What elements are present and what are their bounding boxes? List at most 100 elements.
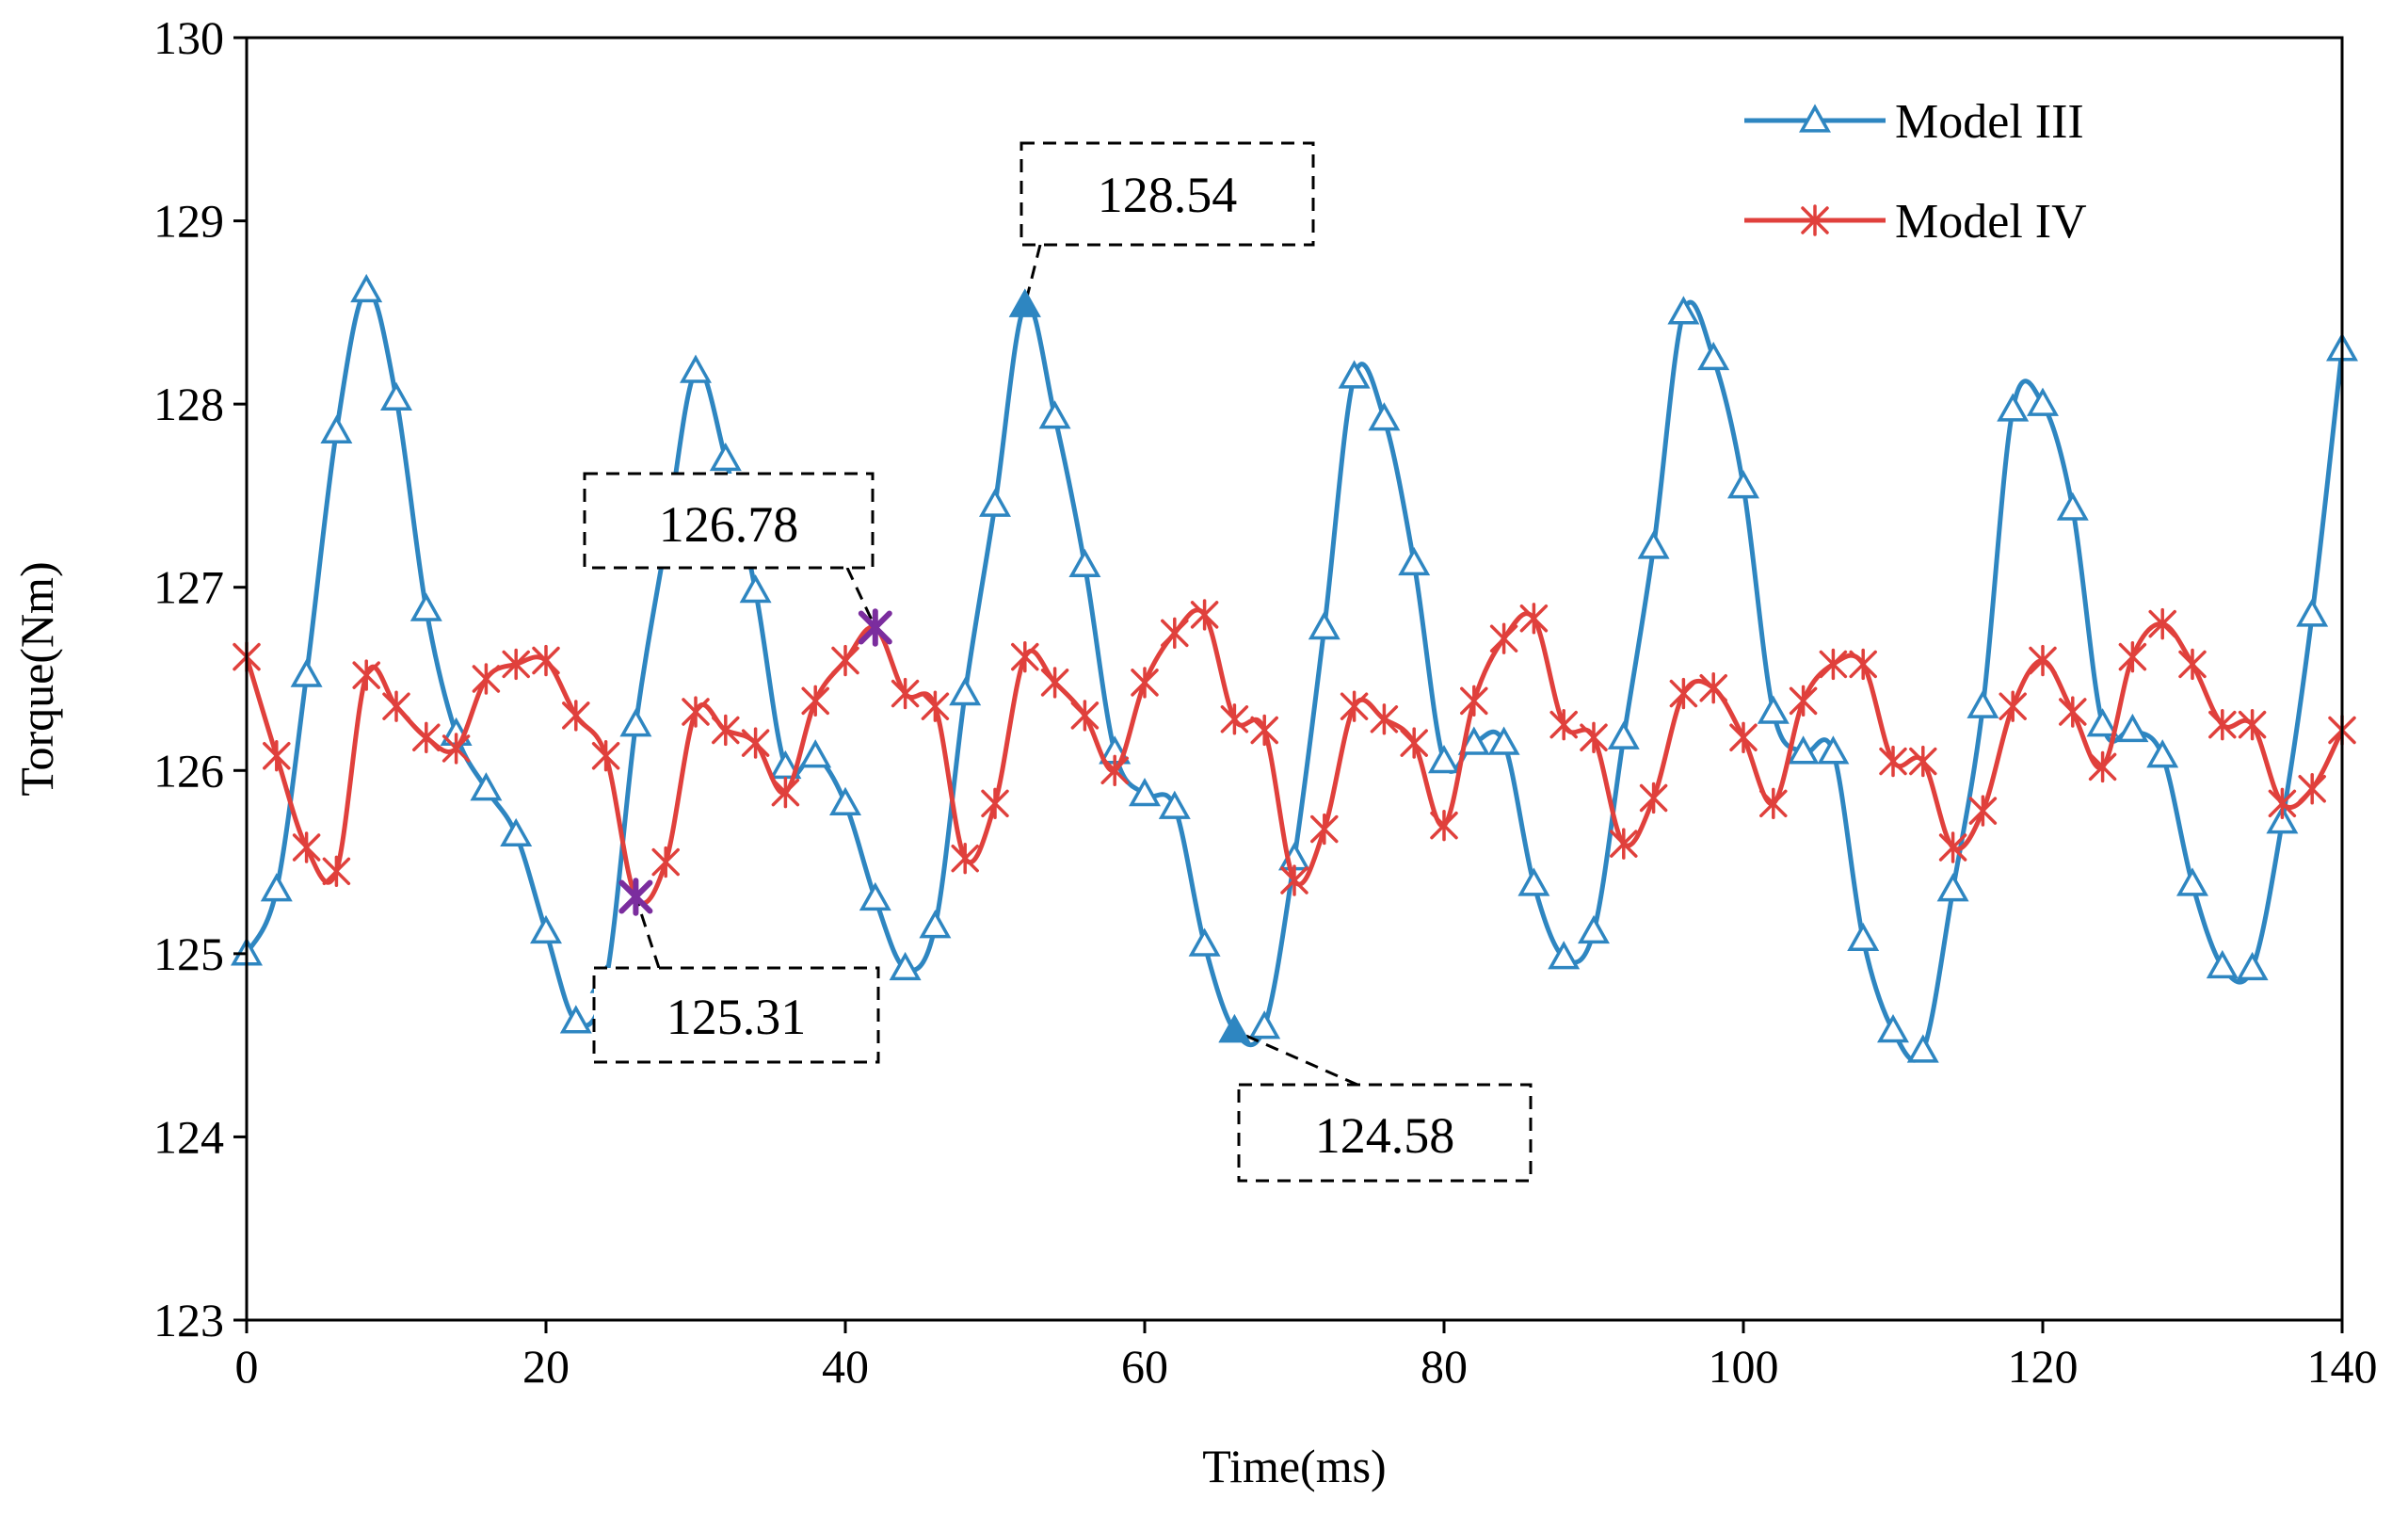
callout-label: 124.58 xyxy=(1315,1107,1455,1164)
data-point-model-iv xyxy=(382,690,410,722)
data-point-model-iv xyxy=(1519,603,1549,635)
data-point-model-iii xyxy=(1158,790,1191,819)
x-tick-label: 40 xyxy=(822,1340,869,1393)
highlighted-point xyxy=(858,608,892,647)
data-point-model-iv xyxy=(1430,809,1458,842)
callout-box xyxy=(1237,1083,1533,1183)
data-point-model-iv xyxy=(2148,607,2176,640)
data-point-model-iii xyxy=(1038,400,1071,429)
data-point-model-iii xyxy=(1936,873,1969,902)
data-point-model-iv xyxy=(1250,714,1278,747)
data-point-model-iv xyxy=(1400,727,1428,759)
data-point-model-iii xyxy=(559,1005,592,1034)
data-point-model-iv xyxy=(1161,617,1189,650)
data-point-model-iv xyxy=(1729,721,1758,753)
data-point-model-iv xyxy=(1340,690,1369,722)
x-tick-label: 60 xyxy=(1121,1340,1168,1393)
data-point-model-iii xyxy=(500,817,533,847)
data-point-model-iii xyxy=(470,772,503,801)
data-point-model-iv xyxy=(712,714,740,747)
data-point-model-iii xyxy=(1517,867,1550,896)
highlighted-point xyxy=(1218,1014,1251,1043)
data-point-model-iv xyxy=(651,846,680,878)
data-point-model-iv xyxy=(2208,708,2237,741)
data-point-model-iv xyxy=(1549,708,1578,741)
data-point-model-iv xyxy=(1759,787,1788,820)
data-point-model-iv xyxy=(2118,640,2147,673)
data-point-model-iv xyxy=(1100,754,1129,786)
data-point-model-iv xyxy=(2059,696,2087,728)
highlighted-point xyxy=(1008,288,1041,317)
data-point-model-iii xyxy=(739,574,772,604)
data-point-model-iv xyxy=(502,648,530,681)
data-point-model-iii xyxy=(1697,341,1730,371)
highlighted-point xyxy=(618,878,653,916)
callout-label: 128.54 xyxy=(1098,167,1238,223)
data-point-model-iv xyxy=(591,740,620,772)
legend-triangle-icon xyxy=(1799,104,1831,133)
callout-box xyxy=(583,472,875,570)
data-point-model-iii xyxy=(1578,914,1610,944)
y-tick-label: 130 xyxy=(153,11,224,64)
data-point-model-iv xyxy=(1370,703,1399,735)
axis-ticks: 123 124 125 126 127 128 129 130 0 20 40 60 80 100 120 1… xyxy=(153,11,2378,1393)
data-point-model-iv xyxy=(2298,773,2326,805)
data-point-model-iii xyxy=(1248,1010,1281,1040)
data-point-model-iii xyxy=(260,873,293,902)
callout-label: 125.31 xyxy=(666,989,807,1045)
data-point-model-iii xyxy=(1607,720,1640,749)
data-point-model-iii xyxy=(2116,713,2149,743)
data-point-model-iv xyxy=(352,659,380,691)
data-point-model-iv xyxy=(981,787,1009,820)
series-layer xyxy=(231,273,2358,1063)
data-point-model-iii xyxy=(680,354,712,383)
data-point-model-iii xyxy=(1398,546,1431,576)
data-point-model-iv xyxy=(1070,700,1100,732)
data-point-model-iii xyxy=(1637,530,1670,559)
data-point-model-iii xyxy=(1457,726,1490,755)
data-point-model-iii xyxy=(1787,735,1820,765)
data-point-model-iii xyxy=(1188,927,1221,957)
plot-area-frame xyxy=(245,36,2344,1322)
data-point-model-iv xyxy=(1220,703,1249,735)
x-tick-label: 20 xyxy=(522,1340,570,1393)
legend-marker-star xyxy=(1801,204,1829,236)
callout-125-31: 125.31 xyxy=(592,878,880,1064)
data-point-model-iii xyxy=(2296,598,2329,627)
data-point-model-iv xyxy=(1190,599,1219,631)
x-tick-label: 80 xyxy=(1421,1340,1468,1393)
data-point-model-iii xyxy=(290,658,323,687)
data-point-model-iv xyxy=(1310,813,1339,846)
y-tick-label: 124 xyxy=(153,1110,224,1163)
data-point-model-iii xyxy=(409,592,442,621)
legend-marker-triangle xyxy=(1799,104,1831,133)
data-point-model-iv xyxy=(1489,622,1518,654)
data-point-model-iv xyxy=(441,733,471,765)
series-line-model-iv xyxy=(244,607,2345,906)
callout-leader xyxy=(634,896,661,969)
data-point-model-iii xyxy=(1997,393,2030,422)
data-point-model-iii xyxy=(1847,922,1880,951)
callout-leader xyxy=(845,567,877,629)
data-point-model-iii xyxy=(380,381,412,411)
y-tick-label: 123 xyxy=(153,1294,224,1346)
legend: Model III Model IV xyxy=(1744,95,2087,249)
y-tick-label: 126 xyxy=(153,744,224,797)
callout-126-78: 126.78 xyxy=(583,472,892,647)
data-point-model-iv xyxy=(1909,745,1937,778)
data-point-model-iii xyxy=(2086,708,2119,737)
data-point-model-iii xyxy=(2236,951,2269,981)
data-point-model-iv xyxy=(562,700,590,732)
callout-box xyxy=(592,966,880,1064)
data-point-model-iv xyxy=(472,663,501,695)
data-point-model-iv xyxy=(532,644,560,677)
data-point-model-iii xyxy=(709,442,742,472)
data-point-model-iv xyxy=(1580,721,1608,753)
data-point-model-iii xyxy=(1548,941,1581,970)
data-point-model-iv xyxy=(1011,640,1039,673)
legend-label-model-iv: Model IV xyxy=(1895,195,2087,249)
data-point-model-iii xyxy=(530,914,562,944)
data-point-model-iii xyxy=(1368,402,1401,431)
data-point-model-iii xyxy=(829,786,861,815)
